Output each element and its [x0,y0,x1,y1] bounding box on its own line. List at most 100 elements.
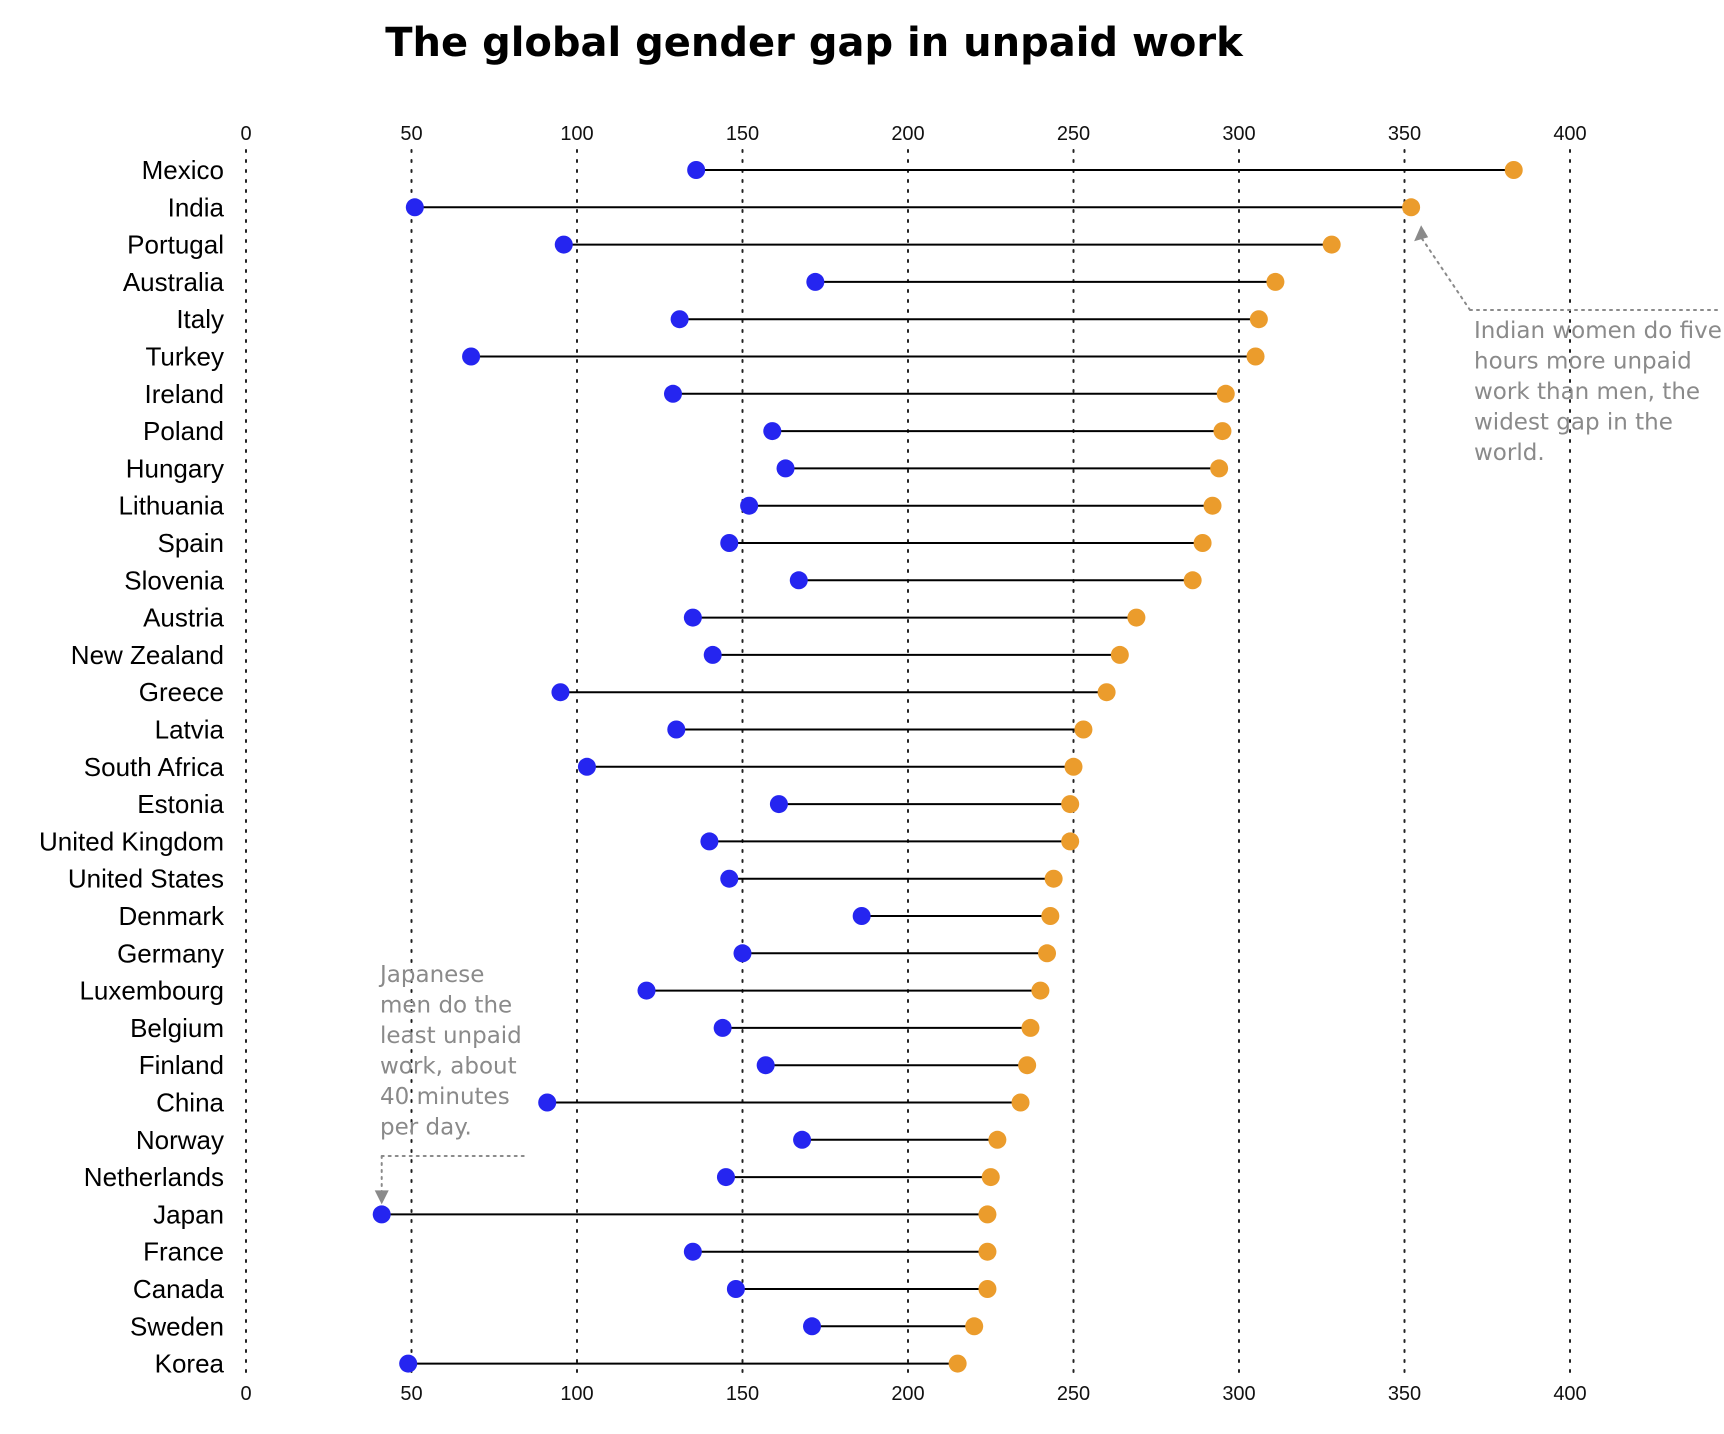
men-dot-japan [372,1205,391,1224]
country-label-india: India [168,192,225,222]
japan-annotation-text: Japanese [378,962,484,988]
men-dot-china [538,1093,557,1112]
x-axis-ticks: 0 0 50 50 100 100 150 150 200 200 250 250 300 300 350 3… [240,123,1586,1405]
men-dot-south-africa [577,757,596,776]
x-tick-label-top: 0 [240,123,251,145]
japan-annotation-text: per day. [380,1115,472,1141]
x-tick-label-top: 300 [1222,123,1255,145]
men-dot-estonia [769,795,788,814]
women-dot-hungary [1210,459,1229,478]
men-dot-france [683,1242,702,1261]
india-annotation-text: widest gap in the [1474,410,1673,436]
country-label-china: China [156,1088,224,1118]
women-dot-turkey [1246,347,1265,366]
country-label-hungary: Hungary [126,453,224,483]
country-label-sweden: Sweden [130,1311,224,1341]
x-tick-label-bottom: 300 [1222,1383,1255,1405]
men-dot-ireland [663,384,682,403]
x-tick-label-top: 400 [1553,123,1586,145]
country-label-belgium: Belgium [130,1013,224,1043]
x-tick-label-bottom: 0 [240,1383,251,1405]
country-label-australia: Australia [123,267,225,297]
men-dot-new-zealand [703,645,722,664]
men-dot-finland [756,1056,775,1075]
country-label-portugal: Portugal [127,230,224,260]
country-labels: Mexico India Portugal Australia Italy Turkey I… [39,155,225,1379]
japan-annotation-leader [380,1155,525,1194]
country-label-latvia: Latvia [155,715,225,745]
women-dot-netherlands [981,1168,1000,1187]
japan-annotation-arrowhead [374,1190,389,1205]
men-dot-united-states [720,869,739,888]
women-dot-norway [988,1130,1007,1149]
women-dot-australia [1266,272,1285,291]
women-dot-italy [1249,310,1268,329]
men-dot-luxembourg [637,981,656,1000]
men-dot-united-kingdom [700,832,719,851]
country-label-mexico: Mexico [142,155,224,185]
country-label-norway: Norway [136,1125,224,1155]
women-dot-austria [1127,608,1146,627]
country-label-united-kingdom: United Kingdom [39,826,224,856]
men-dot-germany [733,944,752,963]
men-dot-sweden [803,1317,822,1336]
men-dot-denmark [852,907,871,925]
x-tick-label-top: 150 [726,123,759,145]
x-tick-label-bottom: 150 [726,1383,759,1405]
men-dot-mexico [687,161,706,179]
x-tick-label-top: 100 [560,123,593,145]
women-dot-latvia [1074,720,1093,739]
women-dot-greece [1097,683,1116,702]
women-dot-sweden [965,1317,984,1336]
men-dot-korea [399,1354,418,1373]
men-dot-italy [670,310,689,329]
country-label-ireland: Ireland [145,379,225,409]
chart-title: The global gender gap in unpaid work [385,20,1244,66]
men-dot-slovenia [789,571,808,590]
annotations: Indian women do five hours more unpaid wor… [374,225,1722,1205]
women-dot-poland [1213,422,1232,441]
women-dot-portugal [1322,235,1341,254]
women-dot-ireland [1216,384,1235,403]
women-dot-united-kingdom [1061,832,1080,851]
women-dot-canada [978,1280,997,1298]
women-dot-france [978,1242,997,1261]
x-tick-label-bottom: 200 [891,1383,924,1405]
men-dot-lithuania [740,496,759,515]
x-tick-label-bottom: 100 [560,1383,593,1405]
men-dot-canada [726,1280,745,1298]
x-tick-label-top: 350 [1388,123,1421,145]
men-dot-norway [793,1130,812,1149]
x-tick-label-bottom: 400 [1553,1383,1586,1405]
men-dot-india [405,198,424,217]
women-dot-slovenia [1183,571,1202,590]
country-label-united-states: United States [68,864,224,894]
women-dot-luxembourg [1031,981,1050,1000]
women-dot-south-africa [1064,757,1083,776]
japan-annotation-text: least unpaid [380,1023,522,1049]
india-annotation-arrowhead [1414,225,1429,242]
india-annotation-text: hours more unpaid [1474,349,1692,375]
men-dot-belgium [713,1018,732,1037]
country-label-france: France [143,1237,224,1267]
country-label-poland: Poland [143,416,224,446]
women-dot-new-zealand [1110,645,1129,664]
x-tick-label-bottom: 250 [1057,1383,1090,1405]
dumbbell-marks [372,161,1523,1373]
country-label-japan: Japan [153,1199,224,1229]
grid-lines [245,149,1571,1373]
country-label-estonia: Estonia [137,789,224,819]
country-label-turkey: Turkey [146,342,225,372]
country-label-korea: Korea [155,1349,225,1379]
men-dot-latvia [667,720,686,739]
women-dot-mexico [1504,161,1523,179]
country-label-slovenia: Slovenia [124,565,224,595]
country-label-italy: Italy [176,304,224,334]
country-label-greece: Greece [139,677,224,707]
country-label-luxembourg: Luxembourg [79,976,224,1006]
women-dot-denmark [1041,907,1060,925]
india-annotation-text: work than men, the [1474,379,1700,405]
men-dot-spain [720,534,739,552]
x-tick-label-bottom: 350 [1388,1383,1421,1405]
